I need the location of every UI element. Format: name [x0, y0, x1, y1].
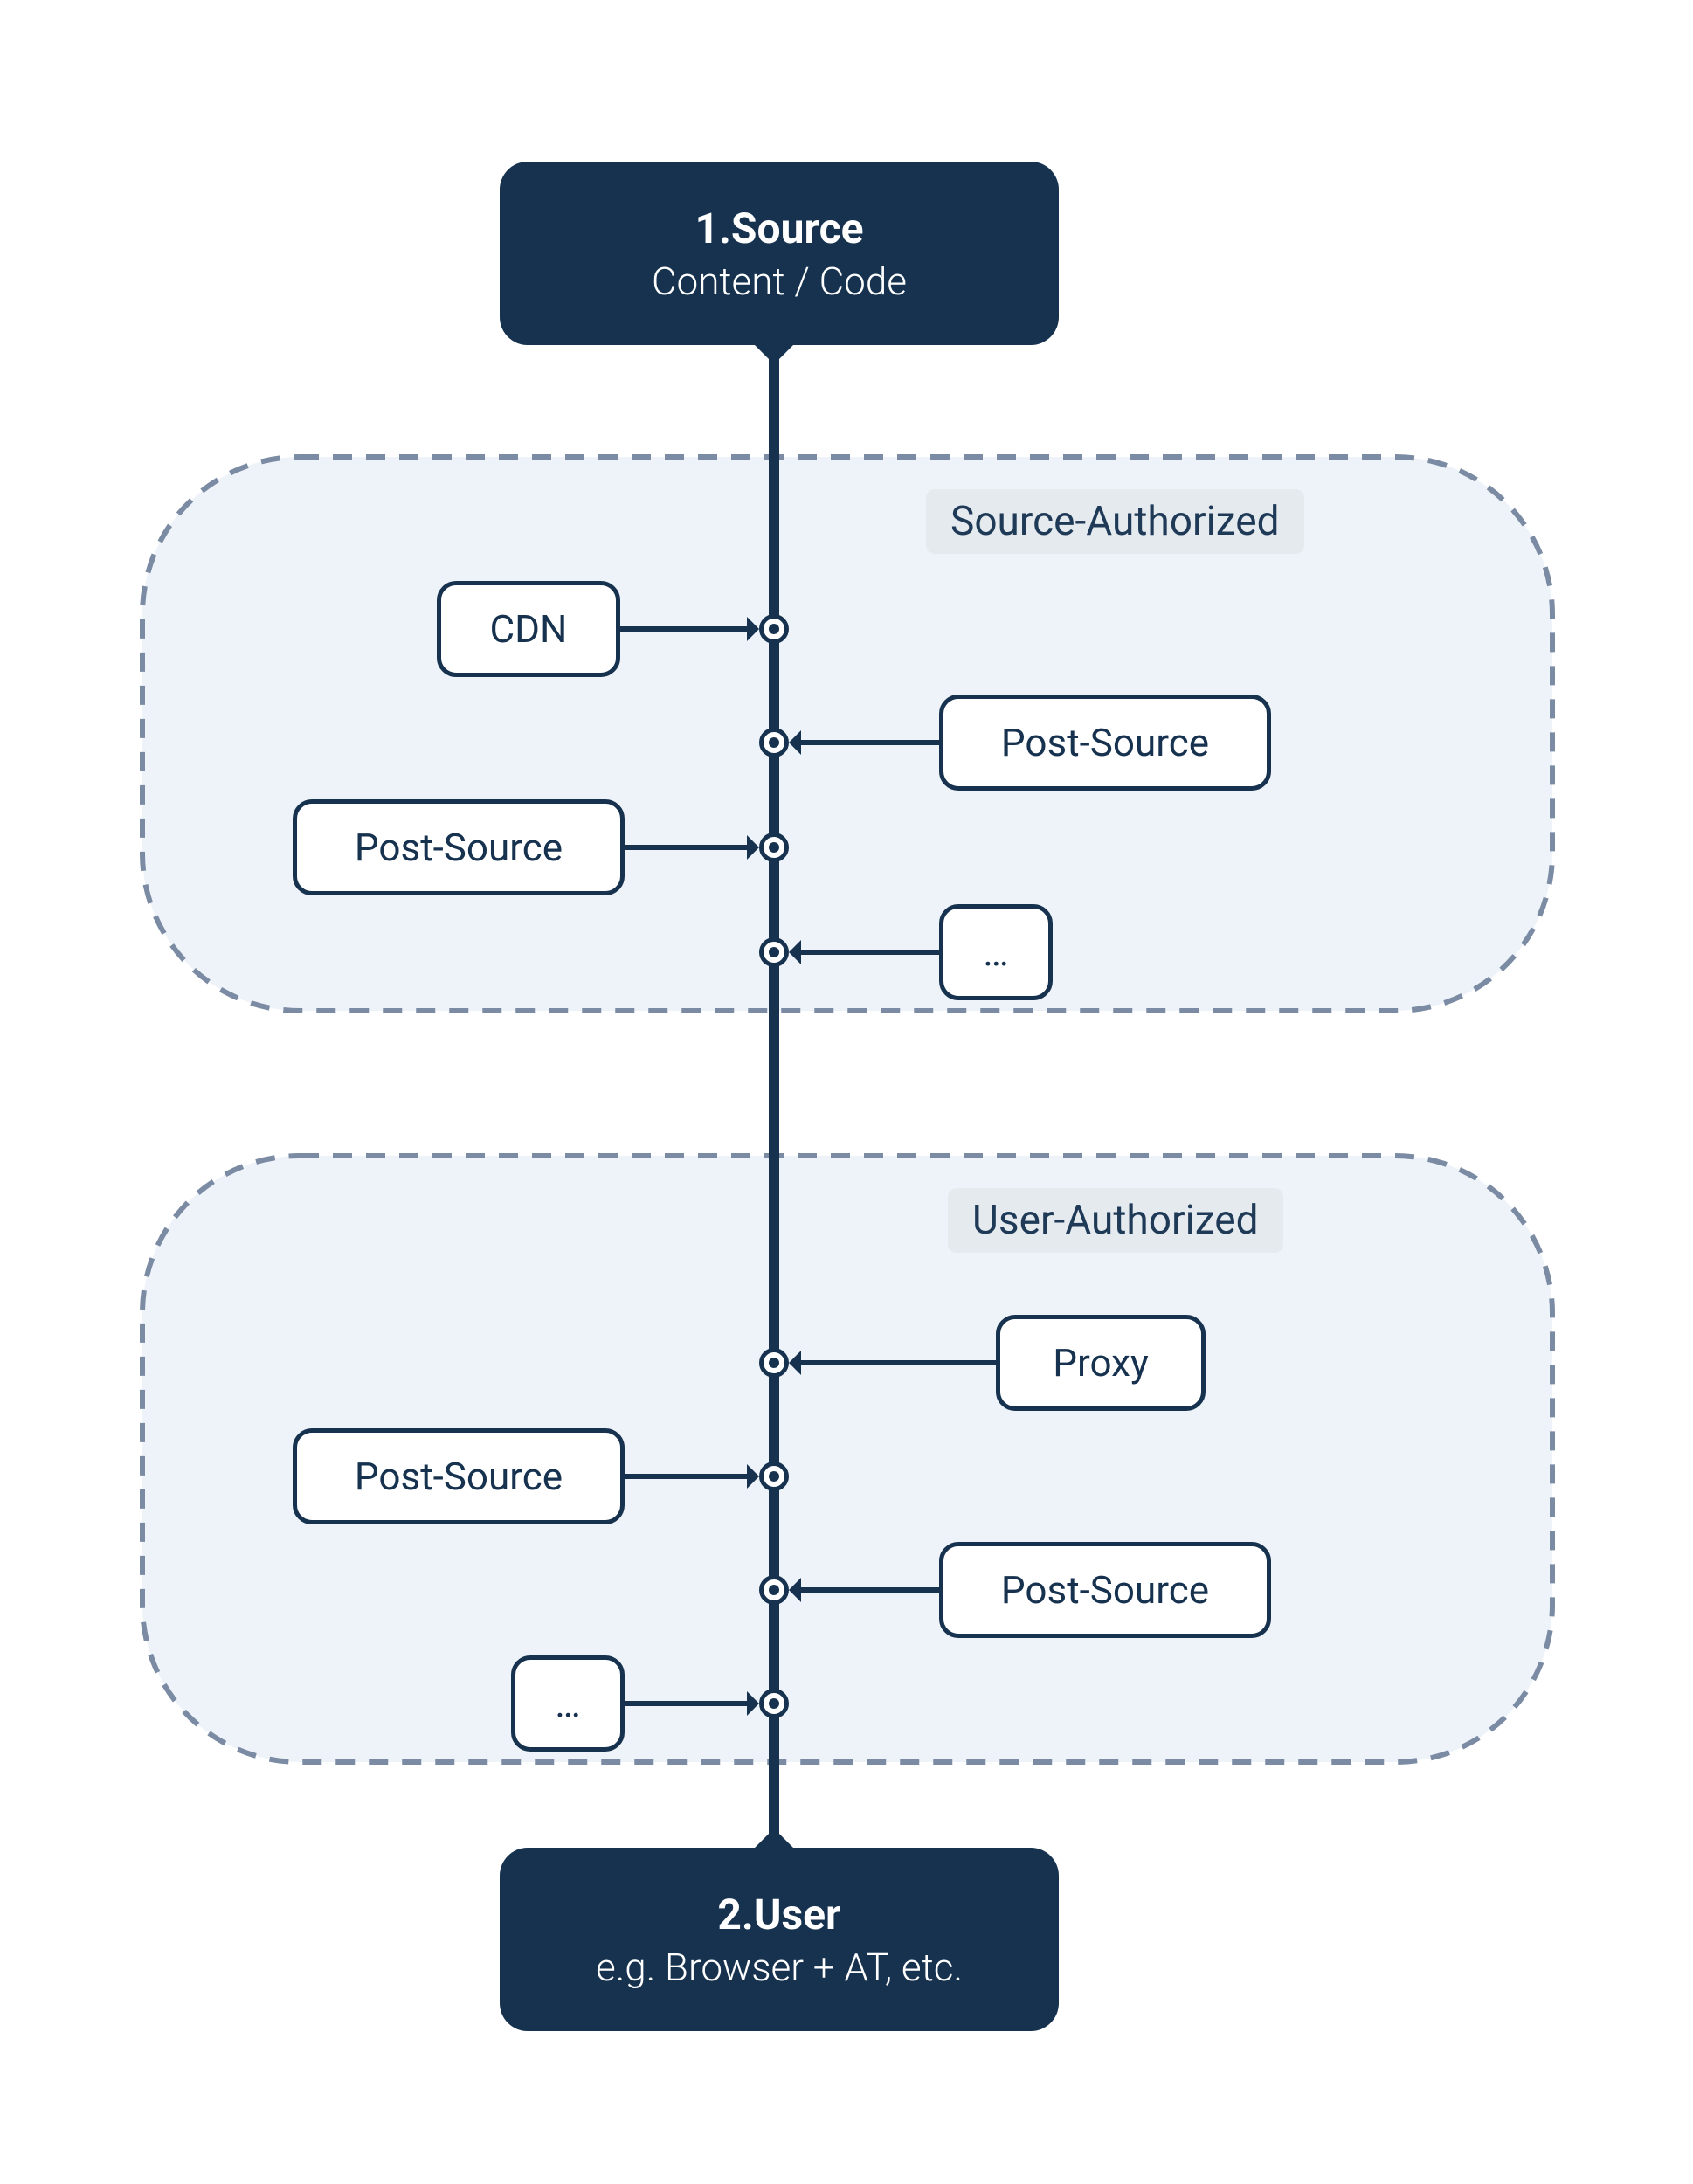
junction-proxy-dot [769, 1358, 779, 1368]
junction-ps_left2-dot [769, 1471, 779, 1482]
junction-ps_left1 [759, 833, 789, 862]
region-label-source_authorized: Source-Authorized [926, 489, 1304, 554]
connector-ps_right2-arrow [789, 1578, 801, 1602]
node-ps_right2: Post-Source [939, 1542, 1271, 1638]
junction-cdn-dot [769, 624, 779, 634]
junction-cdn [759, 614, 789, 644]
node-ps_left1: Post-Source [293, 799, 625, 895]
junction-dots2 [759, 1689, 789, 1718]
connector-ps_right1 [801, 740, 939, 745]
terminal-source-arrow [755, 345, 793, 364]
node-cdn: CDN [437, 581, 620, 677]
terminal-user-title: 2.User [717, 1890, 840, 1939]
connector-cdn-arrow [747, 617, 759, 641]
junction-dots1-dot [769, 947, 779, 957]
node-ps_left2: Post-Source [293, 1428, 625, 1524]
node-dots2: … [511, 1655, 625, 1752]
connector-proxy-arrow [789, 1351, 801, 1375]
terminal-user: 2.User e.g. Browser + AT, etc. [500, 1848, 1059, 2031]
spine-line [769, 332, 779, 1852]
node-dots1: … [939, 904, 1053, 1000]
connector-ps_left1 [625, 845, 747, 850]
cloud-region-source_authorized [140, 454, 1555, 1013]
connector-ps_left2-arrow [747, 1464, 759, 1489]
junction-ps_right2-dot [769, 1585, 779, 1595]
junction-ps_left1-dot [769, 842, 779, 853]
connector-ps_left2 [625, 1474, 747, 1479]
terminal-user-subtitle: e.g. Browser + AT, etc. [596, 1945, 963, 1990]
connector-cdn [620, 626, 747, 632]
diagram-canvas: Source-Authorized User-Authorized 1.Source… [0, 0, 1693, 2184]
connector-ps_left1-arrow [747, 835, 759, 860]
terminal-source: 1.Source Content / Code [500, 162, 1059, 345]
node-proxy: Proxy [996, 1315, 1206, 1411]
connector-dots2 [625, 1701, 747, 1706]
connector-proxy [801, 1360, 996, 1365]
junction-dots2-dot [769, 1698, 779, 1709]
connector-dots2-arrow [747, 1691, 759, 1716]
terminal-source-title: 1.Source [694, 204, 863, 253]
connector-dots1 [801, 950, 939, 955]
junction-ps_left2 [759, 1462, 789, 1491]
junction-ps_right2 [759, 1575, 789, 1605]
terminal-source-subtitle: Content / Code [652, 259, 907, 304]
junction-proxy [759, 1348, 789, 1378]
connector-ps_right2 [801, 1587, 939, 1593]
connector-ps_right1-arrow [789, 730, 801, 755]
junction-ps_right1-dot [769, 737, 779, 748]
junction-ps_right1 [759, 728, 789, 757]
node-ps_right1: Post-Source [939, 695, 1271, 791]
region-label-user_authorized: User-Authorized [948, 1188, 1283, 1253]
junction-dots1 [759, 937, 789, 967]
terminal-user-arrow [755, 1828, 793, 1848]
connector-dots1-arrow [789, 940, 801, 964]
